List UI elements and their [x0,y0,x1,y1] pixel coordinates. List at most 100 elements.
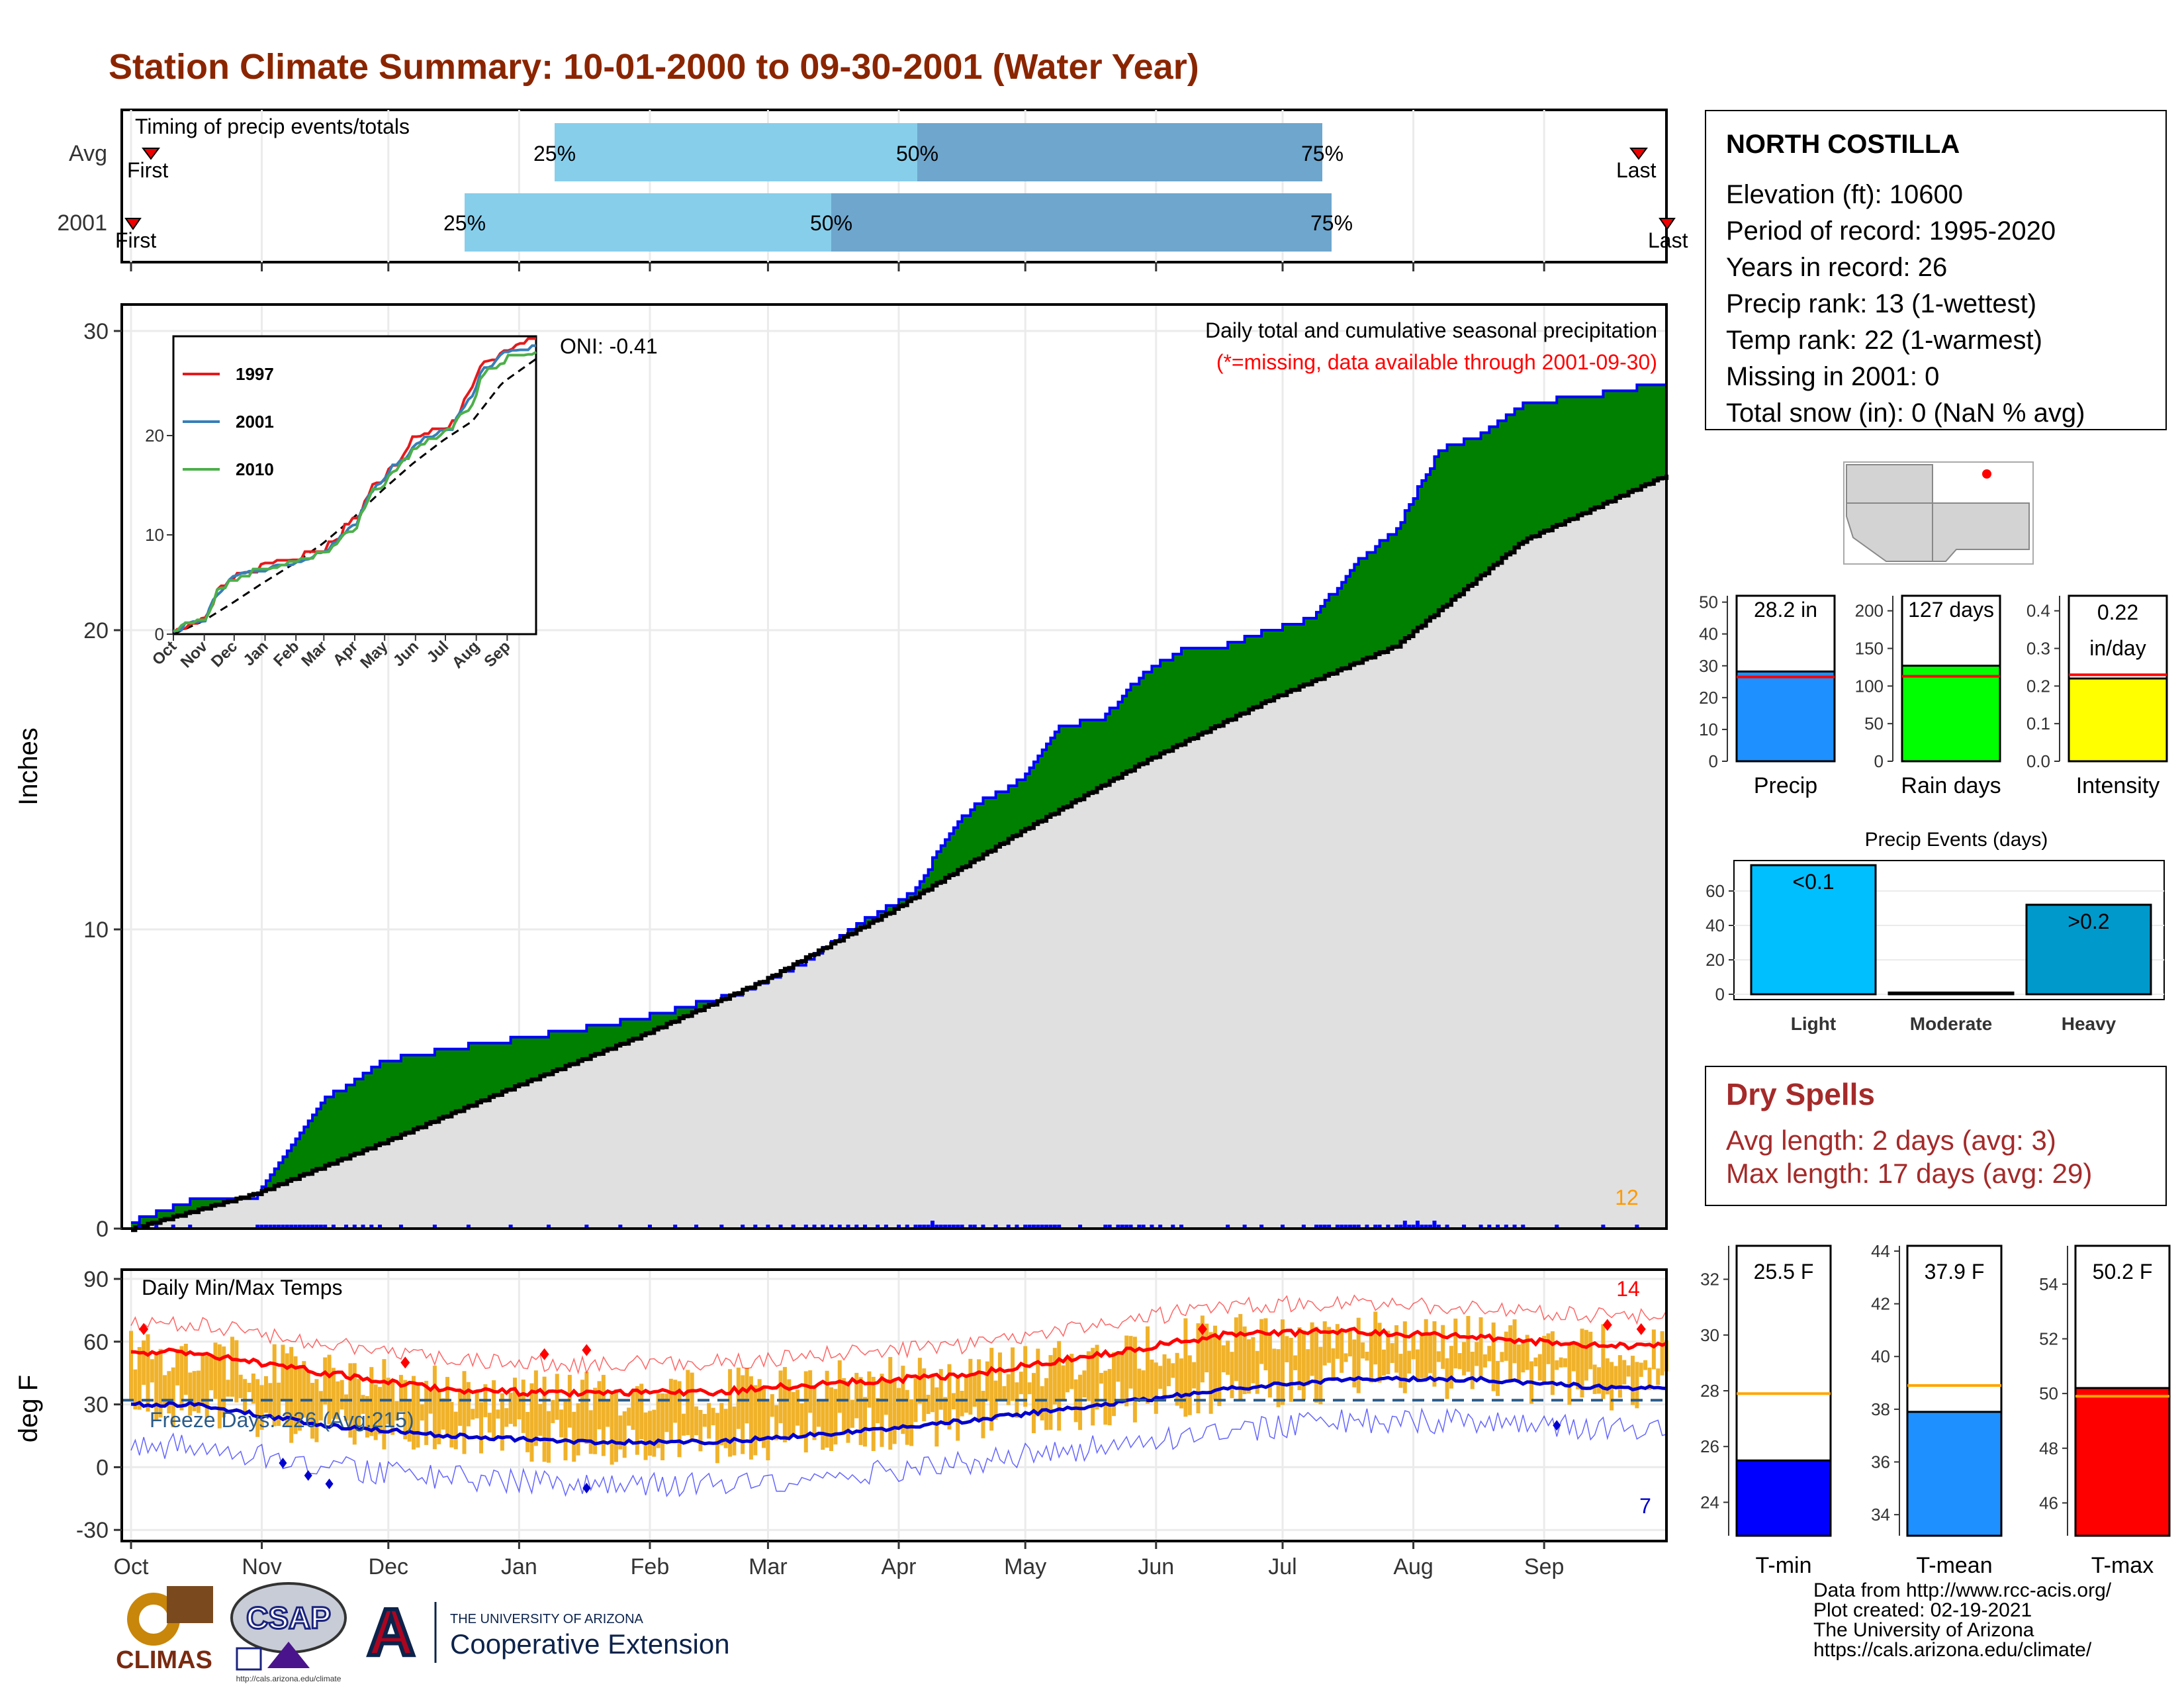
timing-frame [120,109,1668,263]
daily-precip-bar [1137,1225,1142,1229]
record-max-marker [400,1356,410,1369]
daily-temp-bar [340,1380,344,1410]
daily-precip-bar [913,1225,918,1229]
daily-precip-bar [1179,1225,1184,1229]
daily-precip-bar [1023,1225,1028,1229]
events-ytick-label: 20 [1706,950,1725,970]
summary-ytick-label: 150 [1855,639,1884,659]
daily-precip-bar [922,1225,927,1229]
daily-temp-bar [1242,1326,1247,1395]
daily-precip-bar [352,1225,357,1229]
daily-temp-bar [331,1368,336,1419]
daily-precip-bar [1031,1225,1036,1229]
daily-temp-bar [445,1377,450,1436]
events-bar-heavy [2025,904,2152,996]
daily-temp-bar [479,1402,484,1454]
daily-temp-bar [690,1372,694,1440]
daily-temp-bar [664,1393,669,1432]
daily-temp-bar [1052,1348,1057,1405]
daily-temp-bar [934,1387,939,1447]
daily-temp-bar [892,1380,897,1444]
daily-precip-bar [466,1225,471,1229]
inset-average-line [173,357,537,635]
daily-temp-bar [850,1399,854,1428]
credit-university: The University of Arizona [1813,1619,2034,1641]
daily-temp-bar [336,1381,340,1419]
ua-line1: THE UNIVERSITY OF ARIZONA [450,1612,644,1626]
daily-temp-bar [1327,1327,1332,1363]
page-title: Station Climate Summary: 10-01-2000 to 0… [109,47,1199,87]
daily-precip-bar [1226,1225,1230,1229]
daily-precip-bar [398,1225,403,1229]
daily-temp-bar [1141,1370,1146,1399]
daily-temp-bar [1112,1352,1116,1417]
daily-temp-bar [1171,1363,1175,1378]
daily-temp-bar [175,1348,180,1385]
temp-ytick-label: 30 [83,1393,109,1418]
daily-temp-bar [158,1348,163,1418]
daily-temp-bar [1251,1337,1255,1383]
temp-summary-value: 37.9 F [1925,1260,1985,1284]
daily-temp-bar [1369,1331,1373,1383]
daily-temp-bar [314,1379,319,1442]
daily-temp-bar [352,1363,357,1445]
daily-temp-bar [985,1361,989,1401]
record-max-marker [539,1348,549,1360]
daily-temp-bar [1272,1348,1277,1385]
daily-precip-bar [1343,1225,1348,1229]
daily-temp-bar [837,1360,842,1413]
daily-temp-bar [926,1394,931,1415]
daily-temp-bar [1175,1352,1179,1406]
daily-precip-bar [846,1225,850,1229]
daily-precip-bar [1496,1225,1500,1229]
summary-ytick-label: 50 [1699,592,1718,612]
daily-temp-bar [416,1382,420,1448]
inset-ytick-label: 10 [145,525,164,545]
dry-spells-box: Dry Spells Avg length: 2 days (avg: 3) M… [1705,1066,2167,1206]
daily-precip-bar [277,1225,281,1229]
daily-temp-bar [453,1411,458,1450]
daily-precip-bar [905,1225,909,1229]
temp-summary-ytick-label: 26 [1700,1436,1719,1456]
daily-temp-bar [778,1370,783,1423]
daily-temp-bar [1533,1357,1538,1367]
temp-summary-label: T-mean [1916,1553,1992,1578]
daily-precip-bar [1352,1225,1357,1229]
daily-temp-bar [1036,1348,1040,1417]
month-label: Dec [369,1554,408,1579]
daily-precip-bar [1386,1225,1390,1229]
daily-temp-bar [1559,1357,1563,1368]
daily-temp-bar [1660,1331,1664,1376]
avg-p25-label: 25% [533,142,576,165]
daily-temp-bar [1567,1342,1572,1405]
last-marker-avg [1629,148,1648,160]
daily-temp-bar [601,1374,606,1456]
temp-ytick-label: 60 [83,1330,109,1355]
daily-precip-bar [1078,1225,1083,1229]
inset-ytick-label: 20 [145,426,164,445]
daily-temp-bar [424,1380,429,1445]
daily-temp-bar [1120,1350,1124,1399]
daily-temp-bar [525,1411,530,1452]
temp-summary-ytick-label: 36 [1871,1452,1890,1472]
daily-temp-bar [1377,1323,1382,1383]
daily-precip-bar [188,1225,193,1229]
daily-temp-bar [1542,1336,1547,1385]
summary-bar-intensity [2068,677,2168,763]
daily-temp-bar [412,1376,416,1450]
daily-temp-bar [1247,1339,1251,1394]
daily-temp-bar [1436,1351,1441,1362]
station-info-box: NORTH COSTILLA Elevation (ft): 10600 Per… [1705,110,2167,430]
temp-summary-label: T-max [2091,1553,2154,1578]
last-label-year: Last [1648,228,1688,252]
daily-temp-bar [277,1382,281,1427]
daily-temp-bar [782,1367,787,1442]
daily-temp-bar [1137,1368,1142,1401]
last-label-avg: Last [1616,158,1657,182]
temp-summary-value: 25.5 F [1754,1260,1814,1284]
daily-temp-bar [310,1383,315,1439]
events-category-label: Light [1791,1013,1836,1034]
daily-temp-bar [1179,1358,1184,1409]
temp-summary-ytick-label: 44 [1871,1241,1890,1261]
daily-temp-bar [854,1372,859,1419]
